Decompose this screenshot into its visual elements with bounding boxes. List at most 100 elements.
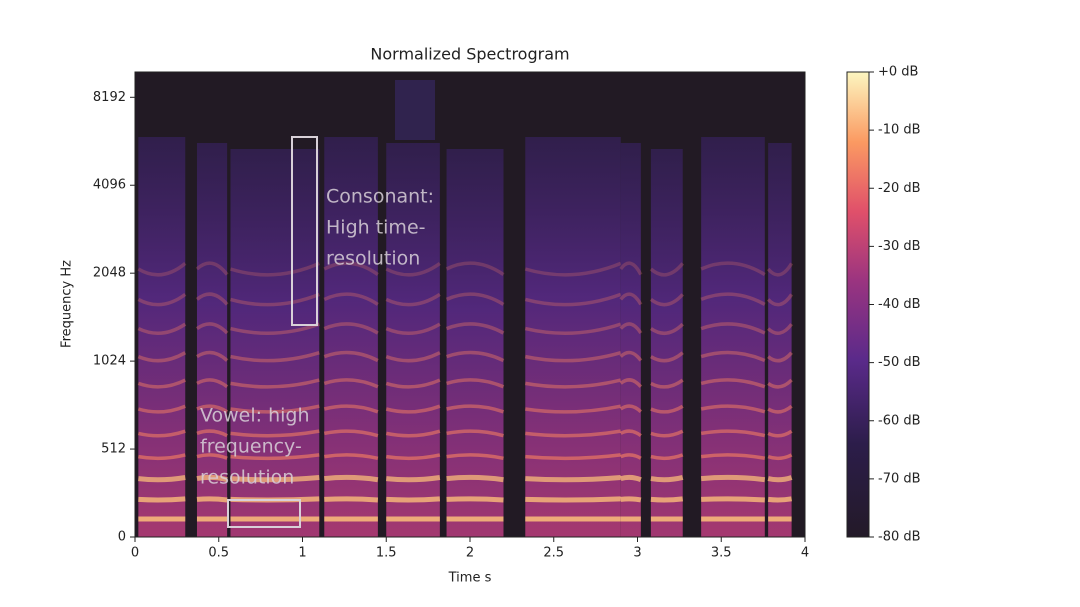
harmonic-band	[385, 322, 441, 335]
harmonic-band	[649, 262, 685, 277]
harmonic-band	[385, 351, 441, 363]
harmonic-band	[195, 261, 229, 276]
harmonic-band	[619, 292, 643, 306]
harmonic-band	[195, 292, 229, 306]
harmonic-band	[445, 292, 505, 306]
y-tick-label: 0	[118, 530, 126, 545]
spectral-region	[446, 149, 504, 537]
harmonic-band	[767, 404, 793, 414]
harmonic-band	[137, 404, 186, 414]
harmonic-band	[700, 474, 766, 483]
harmonic-band	[619, 261, 643, 276]
harmonic-band	[385, 292, 441, 307]
harmonic-band	[619, 350, 643, 362]
harmonic-band	[620, 474, 642, 483]
spectral-region	[386, 143, 440, 537]
harmonic-band	[619, 404, 643, 414]
harmonic-band	[525, 453, 621, 461]
harmonic-band	[524, 261, 622, 277]
colorbar-tick-label: -40 dB	[878, 297, 921, 312]
harmonic-band	[766, 262, 794, 277]
annotation-text: resolution	[326, 248, 420, 270]
harmonic-band	[323, 292, 379, 306]
harmonic-band	[229, 292, 320, 307]
colorbar-tick-label: -80 dB	[878, 530, 921, 545]
harmonic-band	[196, 378, 229, 389]
harmonic-band	[230, 378, 320, 389]
harmonic-band	[700, 453, 766, 461]
harmonic-band	[229, 261, 320, 277]
harmonic-band	[620, 496, 642, 503]
harmonic-band	[385, 378, 441, 389]
harmonic-band	[650, 378, 684, 389]
y-tick-label: 2048	[93, 266, 126, 281]
harmonic-band	[700, 350, 766, 363]
harmonic-band	[446, 378, 505, 389]
x-tick-label: 2	[466, 546, 474, 561]
annotation-text: Consonant:	[326, 186, 434, 208]
harmonic-band	[767, 378, 793, 389]
y-tick-label: 512	[101, 442, 126, 457]
harmonic-band	[323, 404, 379, 414]
harmonic-band	[650, 453, 684, 461]
harmonic-band	[446, 429, 504, 438]
harmonic-band	[324, 453, 379, 460]
harmonic-band	[324, 474, 379, 483]
harmonic-band	[525, 496, 621, 503]
harmonic-band	[137, 292, 187, 307]
annotation-text: High time-	[326, 217, 426, 239]
colorbar-tick-label: -50 dB	[878, 355, 921, 370]
spectral-region	[138, 137, 186, 537]
x-tick-label: 2.5	[543, 546, 564, 561]
spectral-region	[768, 143, 792, 537]
harmonic-band	[137, 351, 187, 363]
colorbar	[846, 71, 870, 538]
harmonic-band	[767, 429, 793, 438]
annotation-text: frequency-	[200, 436, 302, 458]
harmonic-band	[446, 474, 504, 483]
annotation-text: resolution	[200, 467, 294, 489]
colorbar-tick-label: -60 dB	[878, 413, 921, 428]
harmonic-band	[385, 429, 441, 438]
x-tick-label: 0.5	[208, 546, 229, 561]
harmonic-band	[446, 404, 505, 414]
y-tick-label: 8192	[93, 90, 126, 105]
harmonic-band	[446, 453, 504, 460]
harmonic-band	[195, 322, 229, 335]
harmonic-band	[196, 474, 228, 483]
harmonic-band	[385, 404, 441, 414]
colorbar-tick-label: -20 dB	[878, 181, 921, 196]
harmonic-band	[230, 351, 320, 363]
harmonic-band	[230, 453, 320, 461]
x-tick-label: 3	[633, 546, 641, 561]
harmonic-band	[323, 429, 379, 438]
harmonic-band	[620, 453, 642, 460]
harmonic-band	[649, 293, 685, 307]
harmonic-band	[766, 323, 794, 335]
colorbar-tick-label: -30 dB	[878, 239, 921, 254]
annotations: Consonant: High time-resolution Vowel: hig…	[200, 136, 434, 528]
harmonic-band	[525, 429, 622, 438]
harmonic-band	[650, 404, 684, 414]
harmonic-band	[385, 453, 441, 461]
harmonic-band	[138, 453, 186, 461]
x-tick-label: 0	[131, 546, 139, 561]
harmonic-band	[524, 350, 622, 363]
harmonic-band	[700, 322, 766, 335]
harmonic-band	[196, 404, 229, 414]
spectral-region	[196, 143, 228, 537]
y-tick-label: 1024	[93, 354, 126, 369]
harmonic-band	[230, 404, 320, 414]
harmonic-band	[701, 496, 765, 503]
harmonic-band	[649, 351, 684, 363]
harmonic-band	[196, 429, 228, 438]
colorbar-tick-label: -10 dB	[878, 123, 921, 138]
harmonic-band	[385, 475, 441, 483]
y-axis-label: Frequency Hz	[60, 260, 75, 348]
harmonic-band	[767, 475, 793, 483]
spectral-region	[620, 143, 641, 537]
harmonic-band	[445, 322, 505, 335]
harmonic-band	[196, 496, 228, 503]
harmonic-band	[700, 261, 766, 277]
